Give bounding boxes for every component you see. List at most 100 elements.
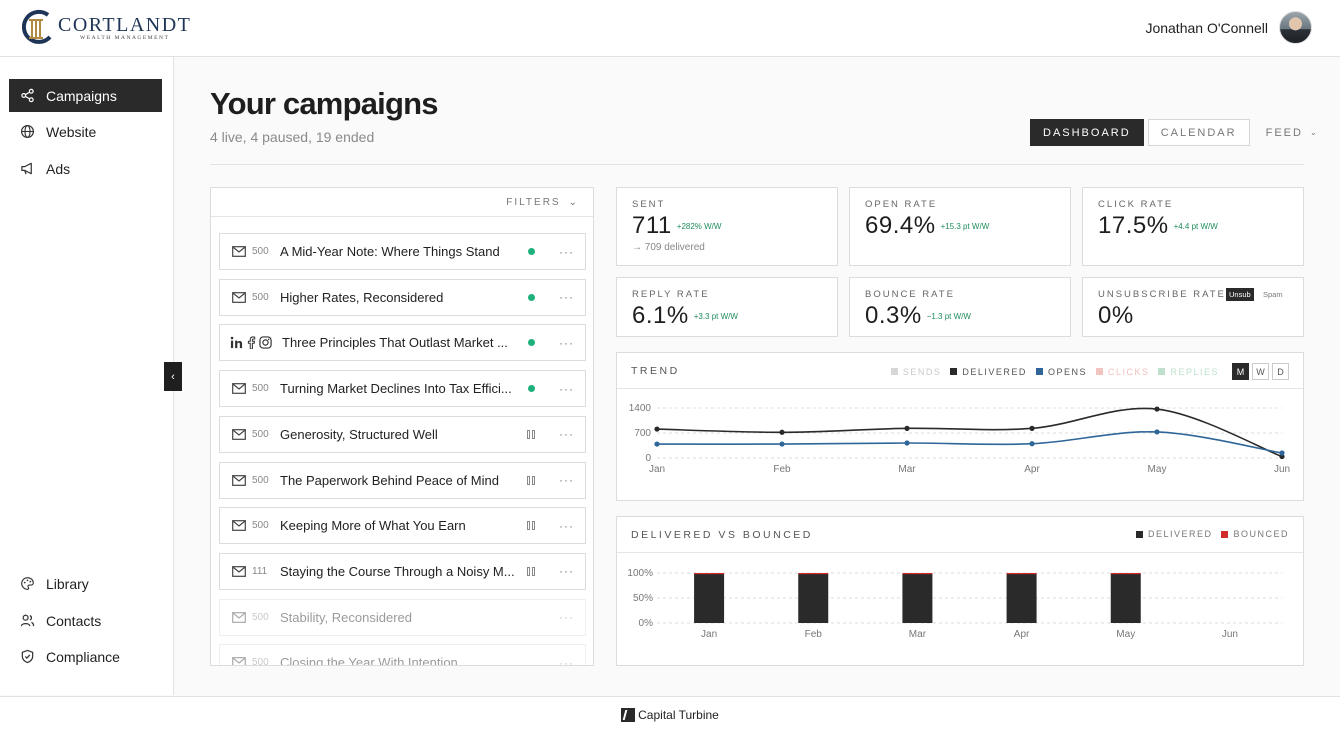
campaign-name: A Mid-Year Note: Where Things Stand [280,244,500,259]
x-tick-label: Jun [1274,464,1290,475]
pause-icon [527,521,535,531]
chart-title: TREND [631,365,680,377]
sidebar-item-campaigns[interactable]: Campaigns [9,79,162,112]
stat-label: CLICK RATE [1098,199,1174,210]
legend-clicks[interactable]: CLICKS [1095,367,1150,377]
tab-dashboard[interactable]: DASHBOARD [1030,119,1144,146]
stat-delta: +3.3 pt W/W [693,312,738,322]
bar-delivered [1110,573,1141,623]
brand-logo[interactable]: CORTLANDT WEALTH MANAGEMENT [20,9,191,45]
chart-title: DELIVERED VS BOUNCED [631,529,813,541]
campaign-name: The Paperwork Behind Peace of Mind [280,472,499,488]
more-options-icon[interactable]: ··· [559,564,574,579]
y-tick-label: 100% [627,568,653,579]
campaign-row[interactable]: 500 Turning Market Declines Into Tax Effi… [219,370,586,408]
trend-plot: 0 700 1400 Jan Feb Mar Apr May Jun [629,403,1290,475]
campaign-row[interactable]: 500 Keeping More of What You Earn ··· [219,507,586,545]
campaign-row[interactable]: 500 Higher Rates, Reconsidered ··· [219,278,586,316]
users-icon [20,614,35,627]
palette-icon [21,577,34,590]
campaign-row[interactable]: 500 Closing the Year With Intention ··· [219,644,586,666]
more-options-icon[interactable]: ··· [559,290,574,305]
avatar[interactable] [1279,11,1312,44]
collapse-sidebar-button[interactable]: ‹ [164,362,182,391]
pause-icon [527,429,535,439]
page-subtitle: 4 live, 4 paused, 19 ended [210,129,375,145]
y-tick-label: 0% [639,618,654,629]
data-point-delivered [1154,406,1160,412]
sidebar-item-contacts[interactable]: Contacts [9,604,162,637]
bar-bounced [694,573,725,575]
legend-bounced[interactable]: BOUNCED [1221,529,1289,539]
sidebar-item-ads[interactable]: Ads [9,152,162,185]
email-icon [232,383,246,394]
legend-replies[interactable]: REPLIES [1158,367,1219,377]
campaign-row[interactable]: 500 A Mid-Year Note: Where Things Stand ··… [219,233,586,270]
user-menu[interactable]: Jonathan O'Connell [1145,11,1312,44]
y-tick-label: 50% [633,593,653,604]
sidebar-item-label: Compliance [46,648,120,665]
campaign-name: Stability, Reconsidered [280,609,412,625]
range-month-button[interactable]: M [1232,363,1249,380]
recipient-count: 500 [252,611,269,623]
x-tick-label: Jan [649,464,665,475]
more-options-icon[interactable]: ··· [559,655,574,666]
tab-feed[interactable]: FEED ⌄ [1254,119,1331,146]
spam-toggle[interactable]: Spam [1263,290,1283,299]
campaign-row[interactable]: 500 The Paperwork Behind Peace of Mind ··· [219,461,586,499]
range-selector: M W D [1229,363,1289,380]
data-point-opens [779,441,785,447]
campaign-row[interactable]: 500 Stability, Reconsidered ··· [219,598,586,636]
more-options-icon[interactable]: ··· [559,244,574,259]
campaign-name: Turning Market Declines Into Tax Effici.… [280,381,512,397]
more-options-icon[interactable]: ··· [559,473,574,487]
chevron-down-icon: ⌄ [1309,128,1319,137]
bar-delivered [694,573,725,623]
stat-value: 0.3% −1.3 pt W/W [865,302,971,329]
campaign-row[interactable]: Three Principles That Outlast Market ...… [219,324,586,362]
tab-calendar[interactable]: CALENDAR [1147,119,1250,146]
campaign-row[interactable]: 111 Staying the Course Through a Noisy M.… [219,552,586,590]
sidebar-item-library[interactable]: Library [9,567,162,600]
bar-delivered [902,573,933,623]
legend-opens[interactable]: OPENS [1035,367,1087,377]
legend-delivered[interactable]: DELIVERED [950,367,1027,377]
email-icon [232,565,246,577]
data-point-delivered [654,426,660,432]
status-live-indicator [527,339,535,347]
more-options-icon[interactable]: ··· [559,427,574,442]
sidebar-item-website[interactable]: Website [9,115,162,148]
more-options-icon[interactable]: ··· [559,381,574,396]
more-options-icon[interactable]: ··· [559,335,574,350]
status-live-indicator [527,293,535,301]
series-line-opens [656,431,1283,454]
unsub-toggle[interactable]: Unsub [1226,288,1254,301]
bar-bounced [798,573,829,575]
campaign-name: Generosity, Structured Well [280,426,438,442]
sidebar-item-label: Website [46,123,97,140]
legend-sends[interactable]: SENDS [890,367,942,377]
range-week-button[interactable]: W [1252,363,1269,380]
sidebar-item-compliance[interactable]: Compliance [9,640,162,673]
filters-label: FILTERS [506,196,561,208]
series-line-delivered [656,407,1283,458]
range-day-button[interactable]: D [1272,363,1289,380]
filters-button[interactable]: FILTERS ⌄ [211,188,593,217]
stat-card-click-rate: CLICK RATE 17.5% +4.4 pt W/W [1082,187,1304,266]
megaphone-icon [21,162,32,175]
brand-tagline: WEALTH MANAGEMENT [80,34,170,41]
recipient-count: 500 [252,428,269,440]
more-options-icon[interactable]: ··· [559,518,574,533]
y-tick-label: 0 [645,453,651,464]
x-tick-label: Mar [898,464,916,475]
stat-delta: +15.3 pt W/W [940,222,990,232]
more-options-icon[interactable]: ··· [559,610,574,625]
recipient-count: 500 [252,383,269,395]
campaign-row[interactable]: 500 Generosity, Structured Well ··· [219,415,586,453]
social-channels [230,336,276,350]
facebook-icon [247,336,256,350]
sidebar-item-label: Ads [46,160,71,177]
legend-delivered[interactable]: DELIVERED [1135,529,1213,539]
stat-card-reply-rate: REPLY RATE 6.1% +3.3 pt W/W [616,277,838,337]
recipient-count: 500 [252,246,269,257]
